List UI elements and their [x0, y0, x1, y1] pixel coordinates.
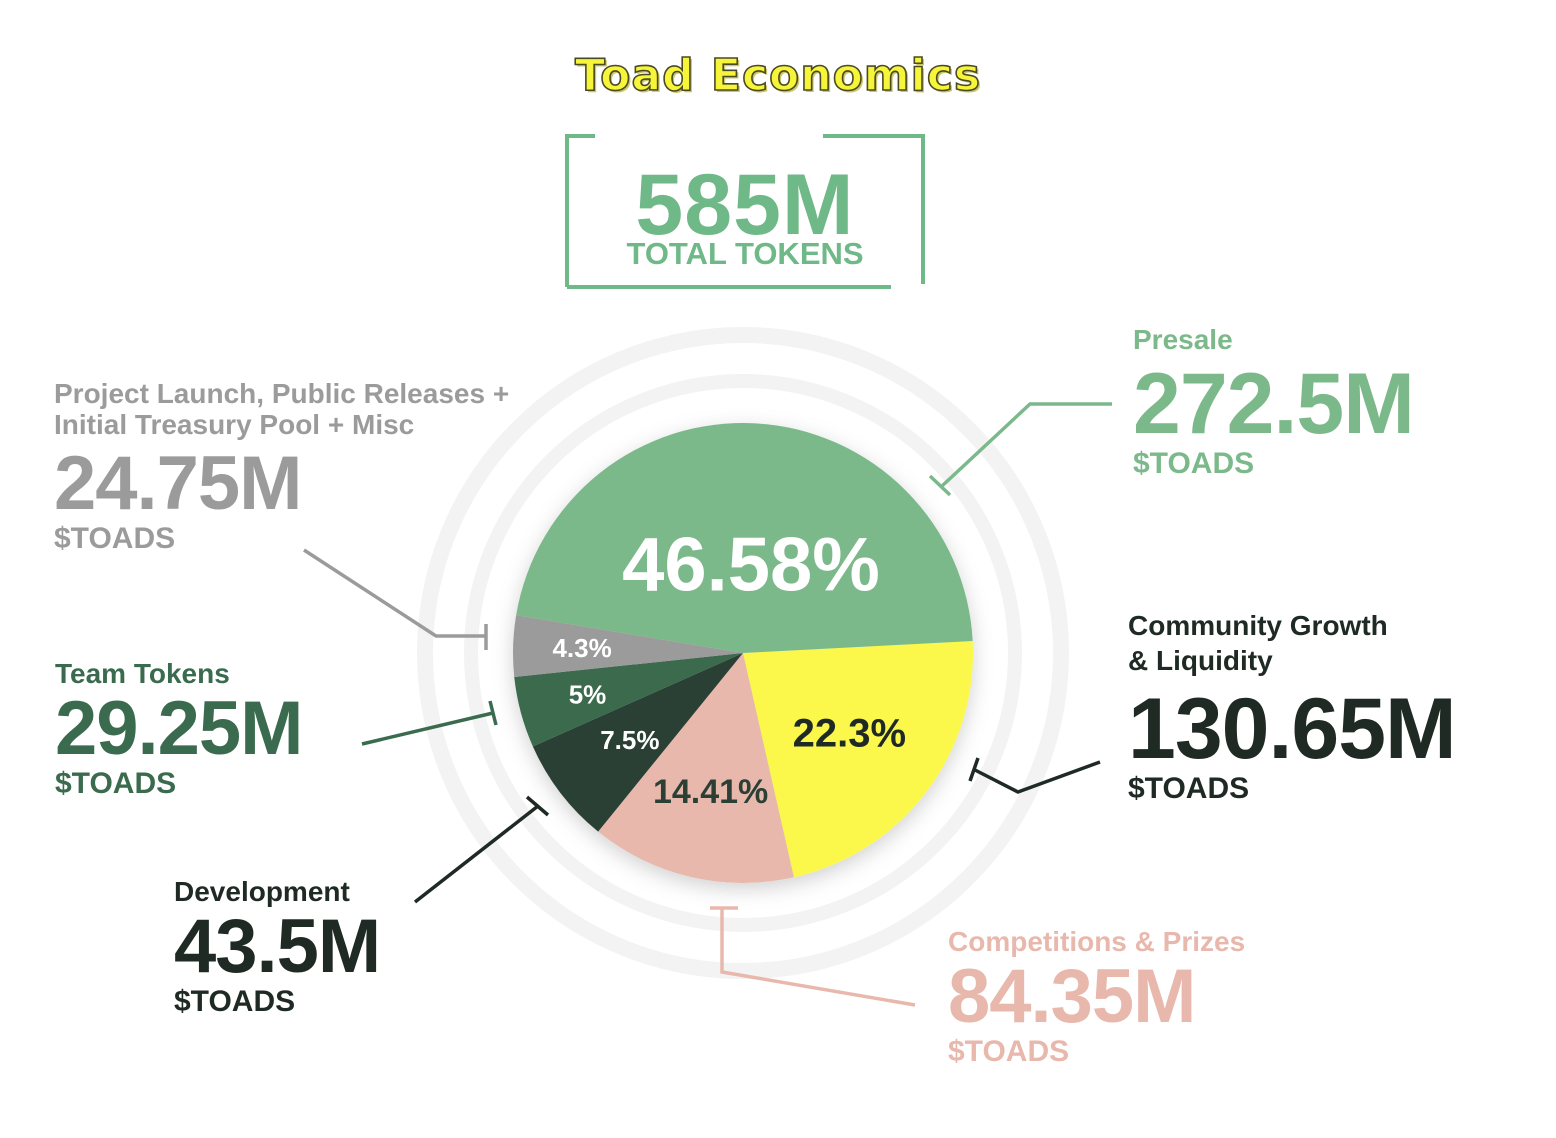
leader-cap-team [488, 700, 498, 726]
label-community-name-line2: & Liquidity [1128, 645, 1273, 676]
pie-slice-presale [516, 423, 973, 653]
total-tokens-box: 585M TOTAL TOKENS [565, 134, 925, 289]
pie-label-presale: 46.58% [622, 523, 880, 608]
label-development-amount: 43.5M [174, 904, 381, 989]
inner-ring [464, 374, 1022, 932]
pie-slice-team [514, 653, 743, 747]
pie-label-competitions: 14.41% [653, 773, 768, 811]
pie-label-team: 5% [569, 680, 607, 710]
leader-line-competitions [720, 908, 916, 1007]
label-launch: Project Launch, Public Releases + Initia… [54, 378, 509, 556]
label-launch-name-line2: Initial Treasury Pool + Misc [54, 409, 415, 440]
total-box-frame [565, 134, 925, 289]
label-competitions-amount: 84.35M [948, 954, 1197, 1039]
total-tokens-label: TOTAL TOKENS [626, 236, 864, 271]
label-team: Team Tokens 29.25M $TOADS [55, 658, 303, 801]
pie-slice-competitions [598, 653, 794, 884]
pie-slice-community [743, 640, 973, 878]
total-tokens-value: 585M [635, 157, 855, 253]
chart-title: Toad Economics [574, 49, 982, 102]
label-competitions: Competitions & Prizes 84.35M $TOADS [948, 926, 1245, 1069]
leader-line-team [361, 711, 494, 746]
label-team-amount: 29.25M [55, 686, 303, 771]
leader-line-development [413, 804, 540, 904]
leader-line-presale [940, 402, 1112, 488]
outer-ring [417, 327, 1069, 979]
label-presale-amount: 272.5M [1133, 356, 1415, 452]
label-community-name-line1: Community Growth [1128, 610, 1388, 641]
label-team-unit: $TOADS [55, 767, 177, 800]
label-team-name: Team Tokens [55, 658, 230, 689]
pie-slice-development [532, 653, 743, 832]
label-development-name: Development [174, 876, 350, 907]
label-presale-name: Presale [1133, 324, 1233, 355]
leader-line-community [974, 760, 1101, 794]
label-launch-name-line1: Project Launch, Public Releases + [54, 378, 510, 409]
pie-label-community: 22.3% [793, 711, 906, 755]
label-competitions-unit: $TOADS [948, 1035, 1070, 1068]
label-competitions-name: Competitions & Prizes [948, 926, 1246, 957]
label-presale-unit: $TOADS [1133, 447, 1255, 480]
label-community-amount: 130.65M [1128, 681, 1457, 777]
pie-label-development: 7.5% [600, 725, 659, 755]
label-community-unit: $TOADS [1128, 772, 1250, 805]
pie-slice-launch [513, 615, 743, 678]
label-presale: Presale 272.5M $TOADS [1133, 324, 1415, 481]
pie-label-launch: 4.3% [552, 633, 611, 663]
leader-cap-presale [928, 474, 952, 497]
label-launch-amount: 24.75M [54, 441, 303, 526]
label-community: Community Growth & Liquidity 130.65M $TO… [1128, 610, 1457, 806]
label-development: Development 43.5M $TOADS [174, 876, 381, 1019]
leader-cap-development [525, 795, 550, 817]
label-launch-unit: $TOADS [54, 522, 176, 555]
leader-cap-community [968, 757, 980, 782]
leader-line-launch [303, 548, 486, 638]
label-development-unit: $TOADS [174, 985, 296, 1018]
